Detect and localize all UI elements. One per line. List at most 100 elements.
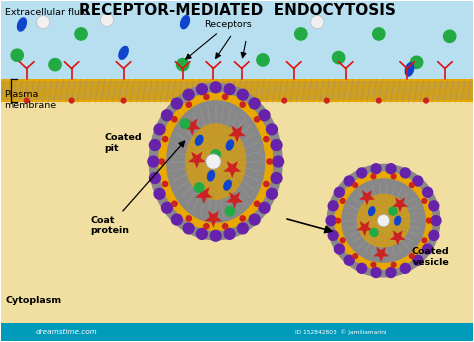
Circle shape	[259, 110, 270, 121]
Circle shape	[377, 214, 390, 227]
Circle shape	[386, 267, 396, 277]
Circle shape	[159, 159, 164, 164]
Circle shape	[249, 98, 260, 109]
Circle shape	[336, 218, 340, 223]
Circle shape	[154, 124, 165, 135]
Circle shape	[353, 183, 357, 187]
Ellipse shape	[158, 92, 273, 231]
Circle shape	[326, 216, 336, 226]
Circle shape	[357, 195, 410, 247]
Circle shape	[225, 207, 235, 216]
Circle shape	[413, 255, 423, 265]
Circle shape	[370, 228, 378, 236]
Circle shape	[273, 156, 283, 167]
Circle shape	[444, 30, 456, 42]
Circle shape	[222, 94, 228, 100]
Circle shape	[342, 179, 425, 262]
Circle shape	[49, 58, 61, 71]
Circle shape	[344, 255, 354, 265]
Polygon shape	[390, 230, 406, 246]
Circle shape	[148, 156, 159, 167]
FancyBboxPatch shape	[0, 323, 474, 341]
Circle shape	[328, 231, 338, 240]
Circle shape	[386, 164, 396, 174]
Circle shape	[186, 102, 191, 107]
Polygon shape	[356, 221, 373, 236]
Circle shape	[204, 224, 209, 229]
FancyBboxPatch shape	[0, 91, 474, 103]
Circle shape	[295, 28, 307, 40]
Circle shape	[224, 84, 235, 95]
Polygon shape	[228, 126, 246, 143]
Circle shape	[163, 181, 168, 187]
Circle shape	[69, 98, 74, 103]
Circle shape	[121, 98, 126, 103]
Circle shape	[264, 181, 269, 187]
Circle shape	[401, 168, 410, 178]
Circle shape	[186, 216, 191, 221]
Polygon shape	[359, 190, 375, 206]
Text: Coat
protein: Coat protein	[91, 141, 184, 235]
Circle shape	[410, 183, 414, 187]
Circle shape	[249, 214, 260, 225]
Circle shape	[237, 223, 248, 234]
Circle shape	[427, 218, 431, 223]
Circle shape	[36, 15, 50, 29]
Circle shape	[371, 267, 381, 277]
Text: Cytoplasm: Cytoplasm	[5, 297, 62, 305]
Circle shape	[376, 98, 381, 103]
Polygon shape	[392, 197, 408, 213]
Circle shape	[172, 201, 177, 206]
Circle shape	[183, 223, 194, 234]
Ellipse shape	[394, 215, 401, 226]
Circle shape	[422, 238, 427, 243]
Circle shape	[149, 173, 160, 184]
Circle shape	[340, 238, 345, 243]
Circle shape	[100, 13, 114, 26]
Circle shape	[240, 216, 245, 221]
Circle shape	[75, 28, 87, 40]
Text: Receptors: Receptors	[186, 20, 251, 59]
Circle shape	[282, 98, 287, 103]
Circle shape	[240, 102, 245, 107]
Circle shape	[210, 230, 221, 241]
Circle shape	[206, 154, 221, 169]
Circle shape	[187, 98, 192, 103]
Circle shape	[149, 140, 160, 150]
Circle shape	[332, 51, 345, 64]
Ellipse shape	[185, 123, 246, 200]
Circle shape	[264, 136, 269, 142]
Text: Coated
pit: Coated pit	[105, 133, 142, 153]
Circle shape	[424, 98, 428, 103]
Circle shape	[172, 98, 182, 109]
Circle shape	[172, 214, 182, 225]
Ellipse shape	[195, 135, 204, 146]
Circle shape	[335, 172, 432, 269]
Circle shape	[176, 58, 189, 71]
Text: Coated
vesicle: Coated vesicle	[412, 247, 449, 267]
Polygon shape	[223, 161, 241, 178]
Circle shape	[422, 199, 427, 203]
Circle shape	[335, 187, 344, 197]
FancyBboxPatch shape	[0, 1, 474, 91]
Circle shape	[371, 174, 376, 179]
Circle shape	[410, 254, 414, 259]
Circle shape	[222, 224, 228, 229]
Circle shape	[311, 15, 324, 29]
Circle shape	[389, 207, 397, 215]
Circle shape	[196, 84, 207, 95]
Circle shape	[154, 188, 165, 199]
Text: dreamstime.com: dreamstime.com	[36, 329, 98, 335]
Circle shape	[357, 263, 367, 273]
Circle shape	[371, 164, 381, 174]
Ellipse shape	[180, 15, 190, 29]
Circle shape	[410, 56, 423, 68]
Circle shape	[413, 176, 423, 186]
Circle shape	[373, 28, 385, 40]
Circle shape	[235, 98, 239, 103]
Circle shape	[180, 119, 190, 129]
Circle shape	[237, 89, 248, 100]
Circle shape	[224, 228, 235, 239]
Circle shape	[183, 89, 194, 100]
Ellipse shape	[404, 62, 414, 77]
